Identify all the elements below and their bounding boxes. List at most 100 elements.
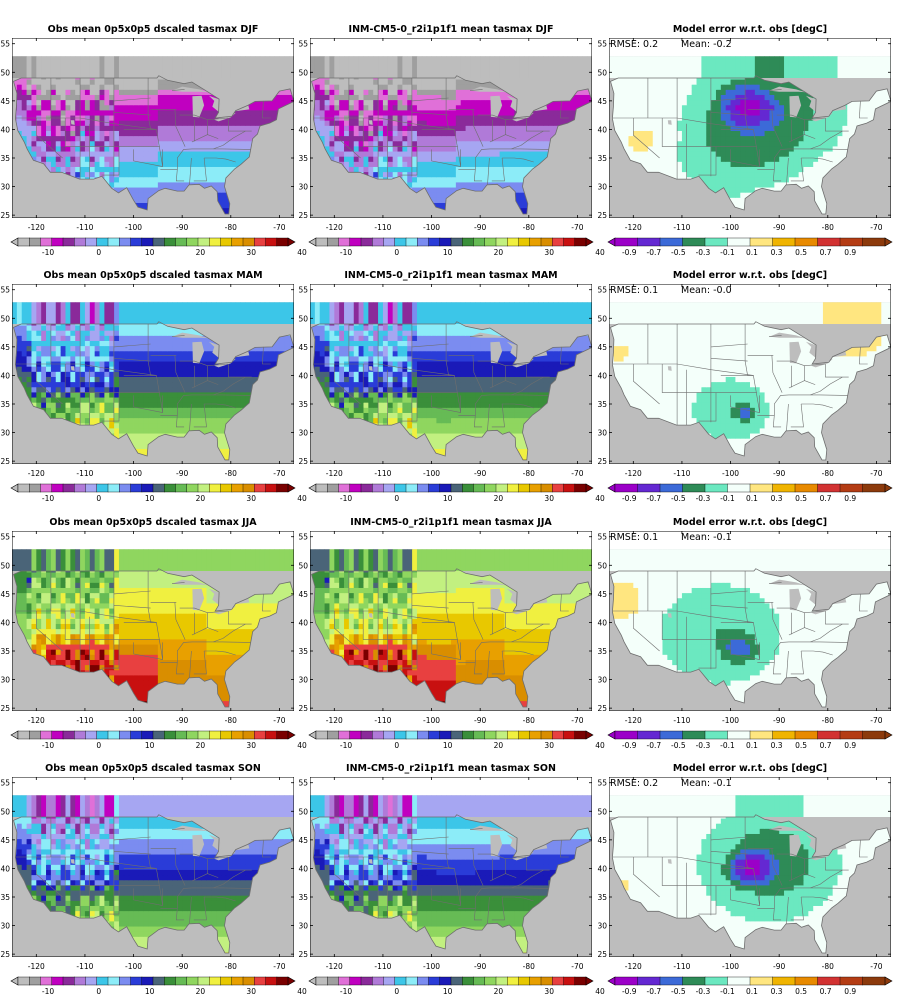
data-cell [221, 125, 227, 131]
data-cell [720, 182, 727, 188]
data-cell [353, 166, 360, 173]
data-cell [329, 89, 335, 95]
map-area [12, 33, 294, 218]
state-boundary [487, 157, 490, 185]
data-cell [94, 79, 100, 85]
data-cell [31, 135, 37, 142]
data-cell [368, 171, 374, 178]
lat-tick-label: 50 [298, 68, 308, 77]
data-cell [436, 202, 442, 209]
data-cell [211, 130, 217, 137]
colorbar-swatch [40, 237, 53, 247]
data-cell [577, 33, 582, 39]
data-cell [538, 130, 544, 137]
data-cell [60, 56, 66, 78]
data-cell [509, 120, 515, 126]
lon-tick-label: -90 [176, 223, 188, 232]
data-cell [426, 120, 432, 126]
data-cell [480, 115, 486, 121]
data-cell [353, 89, 360, 95]
data-cell [118, 84, 125, 90]
data-cell [143, 94, 149, 101]
data-cell [818, 197, 824, 203]
data-cell [133, 197, 139, 203]
data-cell [225, 135, 232, 142]
data-cell [225, 56, 232, 78]
data-cell [114, 151, 120, 157]
data-cell [358, 94, 364, 101]
data-cell [128, 125, 134, 131]
data-cell [431, 125, 437, 131]
data-cell [509, 176, 515, 183]
data-cell [260, 33, 265, 39]
data-cell [118, 94, 125, 101]
data-cell [177, 104, 183, 111]
data-cell [138, 89, 144, 95]
data-cell [148, 151, 154, 157]
colorbar-swatch [62, 237, 75, 247]
data-cell [264, 110, 271, 116]
data-cell [50, 120, 57, 126]
colorbar-swatch [563, 237, 576, 247]
data-cell [221, 140, 227, 147]
data-cell [89, 146, 96, 152]
map-top-band [12, 38, 294, 57]
data-cell [460, 115, 466, 121]
data-cell [225, 151, 232, 157]
data-cell [334, 79, 340, 85]
data-cell [143, 140, 149, 147]
data-cell [441, 94, 447, 101]
data-cell [533, 161, 539, 167]
data-cell [451, 135, 457, 142]
data-cell [402, 171, 408, 178]
data-cell [133, 176, 139, 183]
data-cell [143, 115, 149, 121]
data-cell [373, 120, 379, 126]
data-cell [402, 104, 408, 111]
data-cell [470, 94, 476, 101]
data-cell [75, 140, 81, 147]
data-cell [65, 166, 71, 173]
data-cell [12, 33, 17, 39]
data-cell [382, 104, 389, 111]
data-cell [128, 104, 134, 111]
data-cell [114, 187, 120, 193]
lake [192, 95, 205, 118]
data-cell [138, 146, 144, 152]
data-cell [240, 56, 246, 78]
data-cell [60, 120, 66, 126]
state-boundary [174, 109, 186, 147]
data-cell [172, 171, 178, 178]
data-cell [407, 130, 413, 137]
data-cell [319, 104, 325, 111]
data-cell [402, 99, 408, 106]
data-cell [104, 110, 110, 116]
data-cell [182, 115, 188, 121]
data-cell [26, 99, 32, 106]
colorbar-swatch [428, 237, 441, 247]
data-cell [344, 110, 350, 116]
data-cell [465, 182, 471, 188]
data-cell [162, 110, 168, 116]
data-cell [21, 135, 27, 142]
data-cell [114, 161, 120, 167]
data-cell [353, 161, 360, 167]
data-cell [324, 110, 330, 116]
data-cell [80, 79, 86, 85]
data-cell [358, 156, 364, 162]
data-cell [99, 151, 105, 157]
data-cell [16, 94, 23, 101]
data-cell [480, 125, 486, 131]
data-cell [378, 79, 384, 85]
data-cell [162, 56, 168, 78]
data-cell [382, 110, 389, 116]
data-cell [36, 89, 42, 95]
data-cell [553, 115, 559, 121]
data-cell [289, 33, 294, 39]
data-cell [509, 135, 515, 142]
data-cell [344, 79, 350, 85]
colorbar-swatch [462, 237, 475, 247]
data-cell [75, 104, 81, 111]
data-cell [157, 140, 164, 147]
data-cell [230, 146, 237, 152]
